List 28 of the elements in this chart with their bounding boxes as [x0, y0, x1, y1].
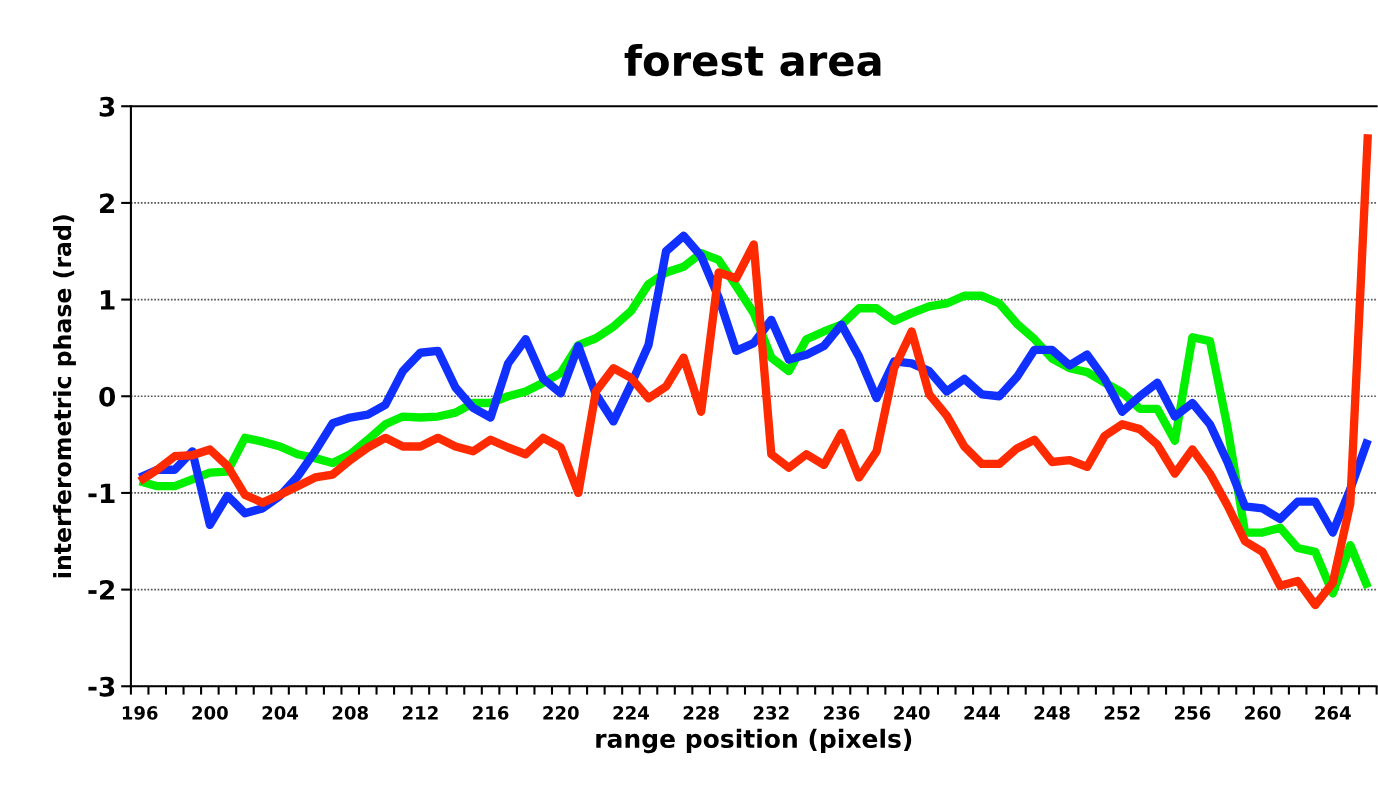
x-tick-label: 196 — [122, 706, 158, 720]
x-tick-label: 236 — [824, 706, 860, 720]
x-axis-title: range position (pixels) — [596, 728, 912, 754]
x-tick-label: 216 — [473, 706, 509, 720]
chart-title: forest area — [624, 44, 881, 77]
x-tick-label: 204 — [262, 706, 299, 720]
x-tick-label: 220 — [543, 706, 579, 720]
x-tick-label: 200 — [192, 706, 228, 720]
x-tick-label: 260 — [1245, 706, 1281, 720]
y-tick-label: -3 — [88, 676, 115, 697]
y-tick-label: -1 — [88, 483, 115, 503]
y-tick-label: 2 — [100, 193, 115, 213]
y-tick-label: 3 — [99, 96, 115, 117]
y-axis-title: interferometric phase (rad) — [53, 215, 76, 578]
x-tick-label: 240 — [894, 706, 930, 720]
x-tick-label: 256 — [1174, 706, 1211, 720]
x-tick-label: 228 — [683, 706, 719, 720]
x-tick-label: 264 — [1315, 706, 1351, 720]
x-tick-label: 248 — [1034, 706, 1070, 720]
y-tick-label: -2 — [88, 580, 115, 600]
x-tick-label: 244 — [964, 706, 1000, 720]
x-tick-label: 252 — [1104, 706, 1140, 720]
x-tick-label: 232 — [753, 706, 789, 720]
y-tick-label: 1 — [100, 290, 115, 310]
x-tick-label: 208 — [332, 706, 368, 720]
x-tick-label: 212 — [402, 706, 438, 720]
x-tick-label: 224 — [613, 706, 649, 720]
y-tick-label: 0 — [99, 386, 116, 407]
